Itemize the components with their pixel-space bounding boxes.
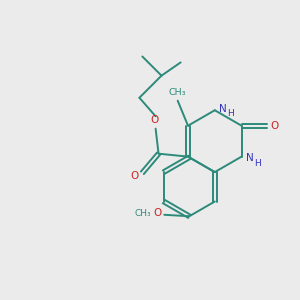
Text: CH₃: CH₃ [135, 209, 152, 218]
Text: H: H [228, 109, 234, 118]
Text: O: O [150, 116, 158, 125]
Text: N: N [219, 104, 226, 114]
Text: N: N [246, 153, 254, 163]
Text: O: O [130, 171, 138, 181]
Text: CH₃: CH₃ [169, 88, 186, 97]
Text: H: H [254, 159, 261, 168]
Text: O: O [154, 208, 162, 218]
Text: O: O [271, 121, 279, 131]
